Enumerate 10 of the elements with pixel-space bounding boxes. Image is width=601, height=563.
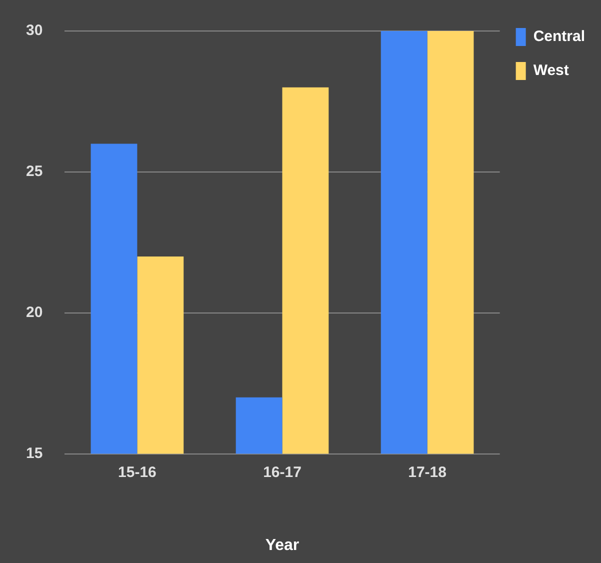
x-tick-label: 15-16 [118, 464, 156, 481]
x-axis-title: Year [265, 536, 300, 554]
y-tick-label: 20 [26, 304, 43, 322]
legend-label: West [533, 62, 569, 80]
x-tick-label: 16-17 [263, 464, 302, 481]
y-tick-label: 25 [26, 163, 43, 180]
legend-label: Central [533, 28, 586, 46]
x-tick-label: 17-18 [408, 464, 446, 481]
y-tick-label: 30 [26, 22, 43, 40]
y-tick-label: 15 [26, 444, 43, 462]
